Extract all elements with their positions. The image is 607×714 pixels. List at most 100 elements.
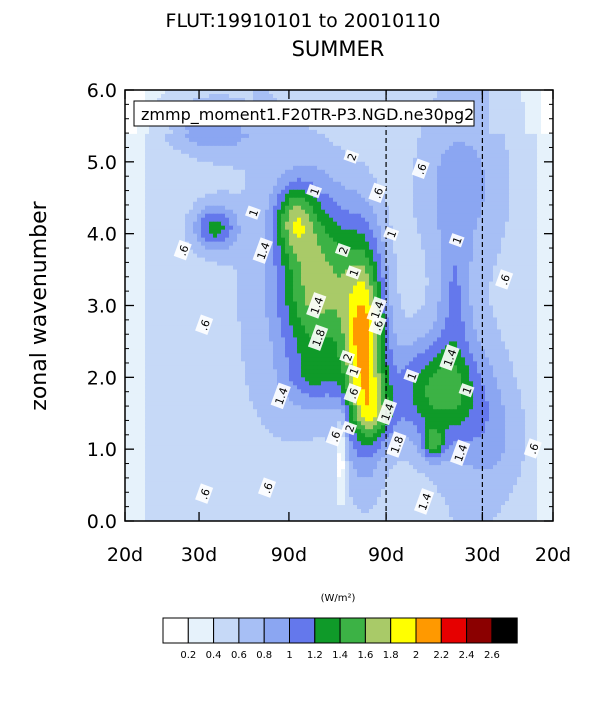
contour-cell bbox=[349, 169, 354, 175]
contour-cell bbox=[345, 173, 350, 179]
contour-cell bbox=[289, 253, 294, 259]
contour-cell bbox=[249, 241, 254, 247]
contour-cell bbox=[285, 233, 290, 239]
contour-cell bbox=[485, 193, 490, 199]
contour-cell bbox=[461, 145, 466, 151]
contour-cell bbox=[401, 269, 406, 275]
contour-cell bbox=[197, 97, 202, 103]
contour-cell bbox=[405, 169, 410, 175]
contour-cell bbox=[133, 129, 138, 135]
contour-cell bbox=[537, 261, 542, 267]
contour-cell bbox=[289, 169, 294, 175]
contour-cell bbox=[277, 241, 282, 247]
contour-cell bbox=[181, 261, 186, 267]
contour-cell bbox=[385, 261, 390, 267]
contour-cell bbox=[273, 97, 278, 103]
contour-cell bbox=[489, 133, 494, 139]
contour-cell bbox=[349, 141, 354, 147]
contour-cell bbox=[405, 209, 410, 215]
contour-cell bbox=[465, 193, 470, 199]
contour-cell bbox=[441, 245, 446, 251]
contour-cell bbox=[189, 153, 194, 159]
contour-cell bbox=[413, 97, 418, 103]
contour-cell bbox=[389, 217, 394, 223]
contour-cell bbox=[517, 109, 522, 115]
contour-cell bbox=[381, 157, 386, 163]
contour-cell bbox=[521, 149, 526, 155]
contour-cell bbox=[249, 245, 254, 251]
contour-cell bbox=[225, 145, 230, 151]
contour-cell bbox=[189, 193, 194, 199]
contour-cell bbox=[305, 273, 310, 279]
contour-cell bbox=[265, 181, 270, 187]
contour-cell bbox=[333, 181, 338, 187]
contour-cell bbox=[433, 145, 438, 151]
contour-cell bbox=[289, 93, 294, 99]
contour-cell bbox=[145, 265, 150, 271]
contour-cell bbox=[261, 229, 266, 235]
contour-cell bbox=[169, 197, 174, 203]
contour-cell bbox=[505, 189, 510, 195]
contour-cell bbox=[197, 193, 202, 199]
contour-cell bbox=[389, 165, 394, 171]
contour-cell bbox=[321, 245, 326, 251]
contour-cell bbox=[129, 177, 134, 183]
contour-cell bbox=[233, 265, 238, 271]
contour-cell bbox=[473, 185, 478, 191]
contour-cell bbox=[141, 165, 146, 171]
contour-cell bbox=[505, 225, 510, 231]
contour-cell bbox=[349, 181, 354, 187]
contour-cell bbox=[521, 97, 526, 103]
contour-cell bbox=[529, 269, 534, 275]
contour-cell bbox=[405, 141, 410, 147]
contour-cell bbox=[493, 225, 498, 231]
contour-cell bbox=[385, 165, 390, 171]
contour-cell bbox=[269, 145, 274, 151]
contour-cell bbox=[509, 117, 514, 123]
contour-cell bbox=[501, 217, 506, 223]
contour-cell bbox=[349, 257, 354, 263]
contour-cell bbox=[169, 153, 174, 159]
contour-cell bbox=[513, 97, 518, 103]
contour-cell bbox=[453, 253, 458, 259]
contour-cell bbox=[421, 241, 426, 247]
contour-cell bbox=[545, 157, 550, 163]
contour-cell bbox=[345, 165, 350, 171]
contour-cell bbox=[285, 177, 290, 183]
contour-cell bbox=[265, 265, 270, 271]
contour-cell bbox=[421, 133, 426, 139]
contour-cell bbox=[397, 173, 402, 179]
contour-cell bbox=[457, 213, 462, 219]
contour-cell bbox=[241, 213, 246, 219]
contour-cell bbox=[293, 137, 298, 143]
contour-cell bbox=[329, 245, 334, 251]
contour-cell bbox=[489, 173, 494, 179]
contour-cell bbox=[145, 253, 150, 259]
contour-cell bbox=[405, 173, 410, 179]
contour-cell bbox=[257, 197, 262, 203]
contour-cell bbox=[129, 149, 134, 155]
contour-cell bbox=[193, 97, 198, 103]
contour-cell bbox=[469, 97, 474, 103]
contour-cell bbox=[189, 149, 194, 155]
contour-cell bbox=[217, 213, 222, 219]
contour-cell bbox=[161, 181, 166, 187]
chart-title: FLUT:19910101 to 20010110 bbox=[166, 10, 441, 32]
contour-cell bbox=[189, 269, 194, 275]
contour-cell bbox=[489, 129, 494, 135]
contour-cell bbox=[457, 161, 462, 167]
contour-cell bbox=[225, 181, 230, 187]
contour-cell bbox=[457, 209, 462, 215]
contour-cell bbox=[349, 221, 354, 227]
contour-cell bbox=[197, 241, 202, 247]
contour-cell bbox=[425, 253, 430, 259]
contour-cell bbox=[301, 221, 306, 227]
contour-cell bbox=[313, 273, 318, 279]
contour-cell bbox=[149, 249, 154, 255]
contour-cell bbox=[417, 181, 422, 187]
contour-cell bbox=[529, 149, 534, 155]
contour-cell bbox=[521, 225, 526, 231]
contour-cell bbox=[529, 237, 534, 243]
contour-cell bbox=[257, 177, 262, 183]
contour-cell bbox=[521, 157, 526, 163]
